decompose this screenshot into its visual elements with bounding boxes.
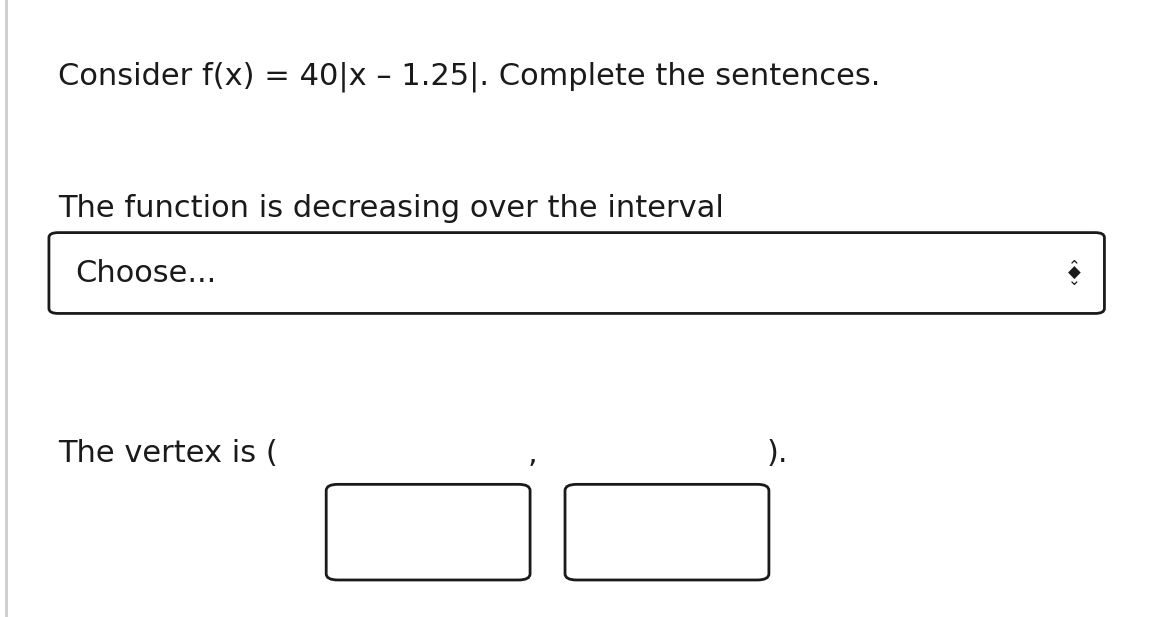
Text: ,: , bbox=[528, 439, 537, 468]
Text: ◆: ◆ bbox=[1068, 264, 1080, 282]
FancyBboxPatch shape bbox=[565, 484, 769, 580]
FancyBboxPatch shape bbox=[49, 233, 1104, 313]
FancyBboxPatch shape bbox=[326, 484, 530, 580]
Text: ).: ). bbox=[767, 439, 788, 468]
Text: The vertex is (: The vertex is ( bbox=[58, 439, 278, 468]
Text: Consider f(x) = 40|x – 1.25|. Complete the sentences.: Consider f(x) = 40|x – 1.25|. Complete t… bbox=[58, 62, 881, 92]
Text: ⌃: ⌃ bbox=[1068, 258, 1080, 273]
Text: ⌄: ⌄ bbox=[1068, 273, 1080, 288]
Text: Choose...: Choose... bbox=[76, 259, 217, 288]
Text: The function is decreasing over the interval: The function is decreasing over the inte… bbox=[58, 194, 725, 223]
